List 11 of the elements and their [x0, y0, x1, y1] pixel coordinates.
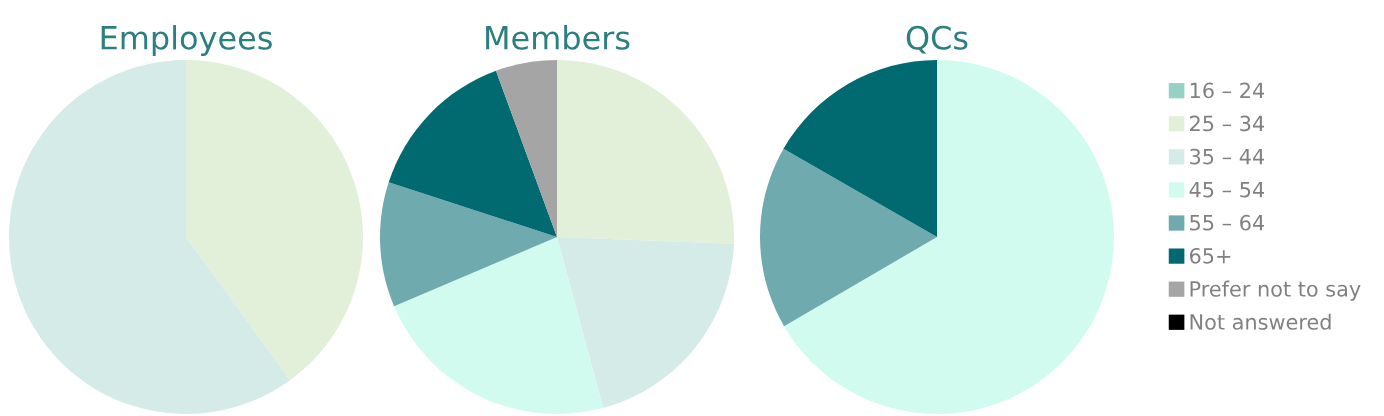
legend-label: Prefer not to say — [1190, 280, 1361, 301]
legend-label: 35 – 44 — [1190, 148, 1265, 165]
legend-label: 65+ — [1190, 247, 1231, 264]
chart-title: Employees — [101, 25, 272, 56]
legend-label: 25 – 34 — [1190, 115, 1265, 132]
legend-label: 55 – 64 — [1190, 214, 1265, 231]
legend-label: 16 – 24 — [1190, 82, 1265, 99]
legend-label: 45 – 54 — [1189, 182, 1265, 198]
legend-label: Not answered — [1190, 313, 1331, 330]
chart-title: QCs — [906, 25, 968, 54]
chart-title: Members — [486, 25, 630, 50]
